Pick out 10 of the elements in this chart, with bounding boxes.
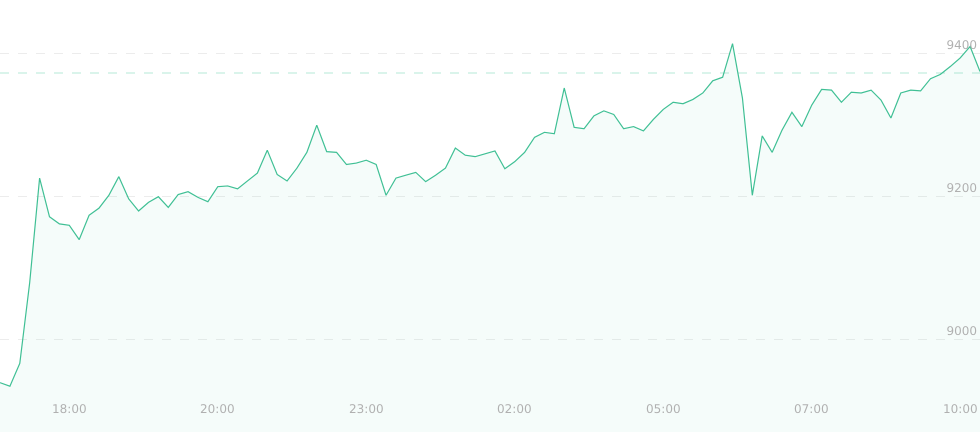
x-tick-label: 07:00 [794, 402, 829, 416]
x-tick-label: 05:00 [646, 402, 681, 416]
x-tick-label: 23:00 [349, 402, 384, 416]
y-tick-label: 9000 [946, 324, 977, 338]
x-tick-label: 20:00 [200, 402, 235, 416]
y-tick-label: 9400 [946, 38, 977, 52]
x-tick-label: 18:00 [52, 402, 87, 416]
x-tick-label: 10:00 [943, 402, 978, 416]
x-tick-label: 02:00 [497, 402, 532, 416]
y-tick-label: 9200 [946, 180, 977, 195]
